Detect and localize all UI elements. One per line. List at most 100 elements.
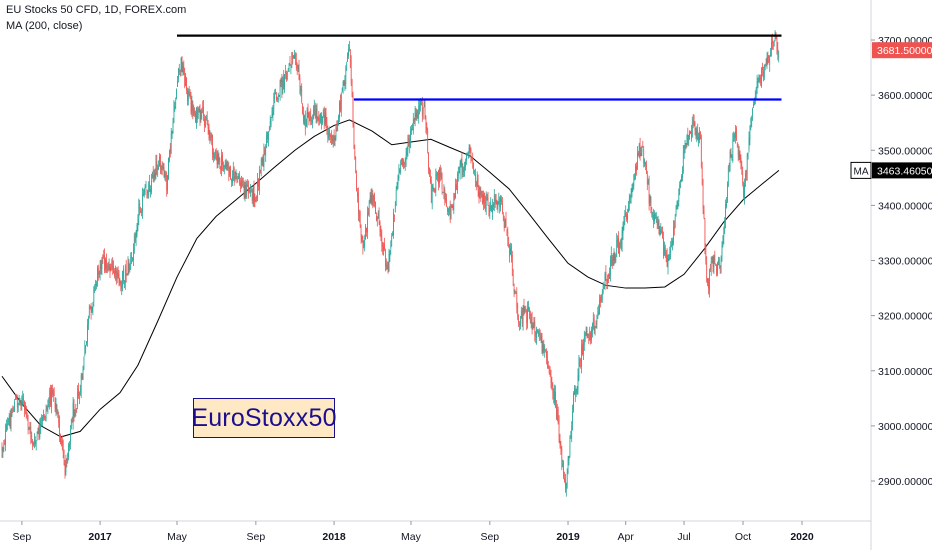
candle [732,132,734,163]
candle-body [625,212,627,216]
candle-body [207,124,209,129]
candle [292,51,294,65]
candle-body [116,270,118,281]
candle-body [169,147,171,153]
candle [393,208,394,239]
candle-body [81,374,83,380]
candle-body [394,214,395,216]
candle [317,116,319,122]
candle-body [210,134,212,137]
candle-body [394,203,396,213]
candle [219,157,221,170]
candle-body [104,255,105,271]
candle-body [628,198,630,205]
candle-body [568,456,570,460]
candle-body [345,66,347,84]
candle [141,208,142,217]
candle-body [316,108,318,119]
candle [33,441,34,447]
candle-body [764,65,766,69]
candle [199,104,201,126]
candle [129,263,131,273]
candle [278,94,280,98]
candle [654,210,655,225]
candle [483,190,484,211]
indicator-title[interactable]: MA (200, close) [6,20,83,32]
candle [175,97,177,110]
candle-body [745,173,747,177]
candle-body [134,238,136,243]
candle [636,162,637,176]
candle-body [70,429,71,445]
candle [339,94,341,113]
candle-body [241,180,242,189]
candle-body [418,106,420,118]
candle [700,134,702,169]
candle-body [608,274,609,277]
candle-body [403,163,405,167]
candle [149,174,151,193]
candle-body [93,288,95,302]
candle-body [119,280,121,284]
candle-body [373,196,375,200]
candle [123,265,124,285]
candle [351,78,353,98]
candle-body [676,202,678,205]
candle [592,322,593,338]
candle-body [609,274,610,280]
candle-body [299,78,301,92]
candle-body [586,329,588,335]
candle [553,388,555,404]
candle [115,265,116,281]
candle-body [566,472,568,486]
candle [12,405,14,414]
annotation-box[interactable]: EuroStoxx50 [191,398,336,438]
candle [475,181,477,191]
candle [772,41,774,50]
candle [691,125,692,142]
candle-body [313,110,314,120]
candle-body [333,134,335,142]
candle-body [342,81,344,91]
candle [217,149,219,169]
candle [756,74,758,95]
candle [413,117,415,125]
candle [671,237,672,248]
candle [564,471,565,483]
candle [331,134,333,145]
candle [49,387,51,410]
candle [189,89,191,99]
symbol-title[interactable]: EU Stocks 50 CFD, 1D, FOREX.com [6,4,187,16]
candle-body [766,57,768,64]
candle-body [101,257,103,270]
candle-body [384,243,385,249]
candle-body [679,184,681,191]
candle [349,49,351,69]
candle [658,219,660,235]
candle [766,52,768,69]
candle-body [190,98,192,113]
candle [190,92,192,115]
candle-body [352,95,354,125]
candle-body [695,128,697,139]
candle [504,218,506,229]
candle-body [604,273,606,284]
candle [529,306,530,320]
candle-body [56,405,58,414]
candle [524,306,526,314]
candle [36,431,38,441]
candle [314,102,316,119]
candle [315,104,317,124]
candle [299,74,301,95]
candle [24,402,26,415]
candle-body [285,71,286,74]
candle-body [80,375,82,392]
candle [165,170,167,182]
candle [687,127,689,146]
candle-body [456,184,457,190]
candle-body [196,107,197,124]
candle-body [187,89,188,101]
candle [183,60,185,76]
